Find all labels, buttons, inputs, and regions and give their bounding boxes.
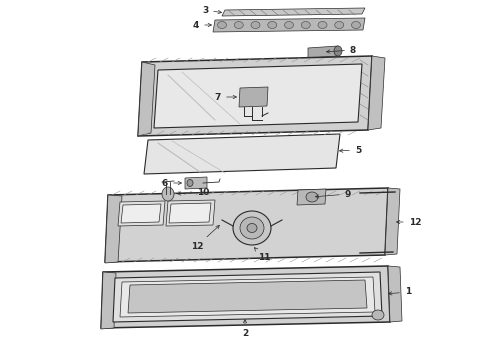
Ellipse shape (234, 22, 243, 28)
Text: 2: 2 (242, 320, 248, 338)
Ellipse shape (351, 22, 361, 28)
Polygon shape (120, 277, 375, 317)
Polygon shape (185, 177, 207, 189)
Ellipse shape (162, 187, 174, 201)
Polygon shape (128, 280, 367, 313)
Polygon shape (222, 8, 365, 16)
Ellipse shape (372, 310, 384, 320)
Text: 6: 6 (162, 179, 181, 188)
Text: 12: 12 (191, 225, 220, 251)
Polygon shape (138, 62, 155, 136)
Ellipse shape (334, 46, 342, 56)
Polygon shape (118, 201, 165, 226)
Ellipse shape (187, 180, 193, 186)
Polygon shape (213, 18, 365, 32)
Ellipse shape (268, 22, 277, 28)
Polygon shape (121, 204, 161, 223)
Ellipse shape (240, 217, 264, 239)
Ellipse shape (301, 22, 310, 28)
Polygon shape (169, 203, 211, 223)
Text: 10: 10 (177, 188, 209, 197)
Polygon shape (101, 266, 390, 328)
Text: 3: 3 (202, 5, 221, 14)
Text: 4: 4 (193, 21, 212, 30)
Polygon shape (144, 134, 340, 174)
Polygon shape (154, 64, 362, 128)
Text: 9: 9 (316, 189, 351, 198)
Ellipse shape (318, 22, 327, 28)
Polygon shape (239, 87, 268, 107)
Polygon shape (113, 272, 382, 322)
Polygon shape (166, 200, 215, 226)
Ellipse shape (218, 22, 226, 28)
Polygon shape (385, 188, 400, 255)
Polygon shape (105, 188, 388, 262)
Polygon shape (101, 272, 116, 329)
Polygon shape (105, 195, 122, 263)
Ellipse shape (233, 211, 271, 245)
Polygon shape (138, 56, 372, 136)
Text: 8: 8 (326, 45, 356, 54)
Text: 5: 5 (340, 145, 361, 154)
Polygon shape (368, 56, 385, 130)
Ellipse shape (251, 22, 260, 28)
Text: 1: 1 (389, 288, 411, 297)
Polygon shape (297, 189, 326, 205)
Polygon shape (388, 266, 402, 322)
Text: 12: 12 (396, 217, 421, 226)
Text: 11: 11 (254, 248, 270, 262)
Polygon shape (308, 46, 338, 58)
Ellipse shape (306, 192, 318, 202)
Ellipse shape (285, 22, 294, 28)
Text: 7: 7 (215, 93, 237, 102)
Ellipse shape (335, 22, 344, 28)
Ellipse shape (247, 224, 257, 233)
